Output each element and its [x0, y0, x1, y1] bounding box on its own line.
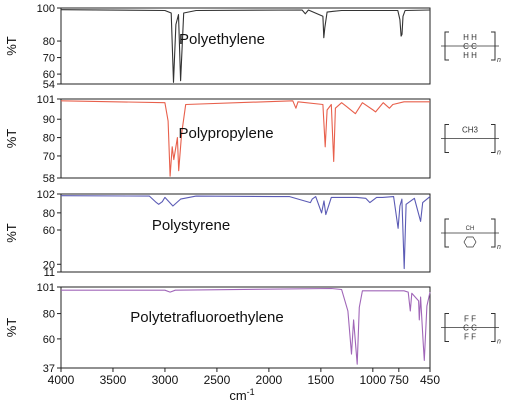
x-tick-label: 2000	[256, 373, 283, 387]
structure-chain-atoms: C C	[463, 324, 477, 333]
x-tick-label: 750	[389, 373, 409, 387]
structure-top-atoms: F F	[464, 315, 476, 324]
y-tick-label: 102	[37, 189, 55, 201]
x-axis: 4000 3500 3000 2500 2000 1500 1000 750 450	[48, 368, 440, 387]
structure-subscript: n	[497, 244, 501, 251]
y-tick-label: 11	[44, 267, 55, 279]
spectrum-line-polypropylene	[60, 100, 430, 177]
benzene-ring	[463, 236, 477, 248]
structure-top-atoms: H H	[463, 33, 477, 42]
y-tick-label: 60	[43, 334, 55, 346]
y-tick-label: 20	[43, 259, 55, 271]
structure-ch-label: CH	[466, 226, 475, 232]
y-tick-label: 90	[43, 114, 55, 126]
panel-frame	[60, 7, 431, 85]
structure-polypropylene: CH3 n	[441, 124, 501, 157]
y-tick-label: 101	[37, 94, 55, 106]
y-tick-label: 54	[43, 79, 55, 91]
panel-polytetrafluoroethylene: 37 60 80 101 %T Polytetrafluoroethylene C CF F…	[4, 282, 501, 375]
x-tick-label: 3000	[152, 373, 179, 387]
x-axis-label-exponent: -1	[247, 387, 255, 397]
y-axis-label: %T	[4, 36, 19, 56]
y-tick-label: 58	[43, 173, 55, 185]
panel-frame	[60, 98, 431, 179]
y-tick-label: 70	[43, 53, 55, 65]
spectrum-line-polytetrafluoroethylene	[61, 287, 431, 365]
y-tick-label: 37	[43, 363, 55, 375]
panel-frame	[60, 193, 431, 273]
structure-subscript: n	[497, 339, 501, 346]
y-tick-label: 80	[43, 133, 55, 145]
structure-bottom-atoms: H H	[463, 51, 477, 60]
y-tick-label: 60	[43, 69, 55, 81]
x-tick-label: 4000	[48, 373, 75, 387]
x-tick-label: 3500	[100, 373, 127, 387]
y-tick-label: 80	[43, 309, 55, 321]
panel-polypropylene: 58 70 80 90 101 %T Polypropylene CH3 n	[4, 94, 501, 185]
polymer-name-label: Polytetrafluoroethylene	[130, 309, 283, 326]
polymer-name-label: Polypropylene	[178, 125, 273, 142]
y-tick-label: 101	[37, 282, 55, 294]
structure-polytetrafluoroethylene: C CF F F F n	[441, 313, 501, 346]
x-tick-label: 450	[420, 373, 440, 387]
polymer-name-label: Polystyrene	[152, 217, 230, 234]
structure-bottom-atoms: F F	[464, 333, 476, 342]
y-tick-label: 100	[37, 3, 55, 15]
structure-polystyrene: CH n	[441, 218, 501, 251]
structure-subscript: n	[497, 57, 501, 64]
x-tick-label: 1000	[359, 373, 386, 387]
x-axis-label: cm-1	[229, 387, 254, 403]
spectrum-line-polystyrene	[60, 195, 431, 270]
x-tick-label: 2500	[204, 373, 231, 387]
structure-top-atoms: CH3	[462, 126, 479, 135]
structure-polyethylene: C CH H H H n	[441, 31, 501, 64]
y-axis-label: %T	[4, 318, 19, 338]
x-axis-label-unit: cm	[229, 388, 246, 403]
spectrum-line-polyethylene	[60, 9, 431, 83]
y-axis-label: %T	[4, 223, 19, 243]
y-tick-label: 80	[43, 36, 55, 48]
polymer-name-label: Polyethylene	[179, 31, 265, 48]
panel-frame	[60, 286, 431, 369]
y-tick-label: 80	[43, 208, 55, 220]
y-axis-label: %T	[4, 129, 19, 149]
y-tick-label: 60	[43, 225, 55, 237]
structure-subscript: n	[497, 150, 501, 157]
x-tick-label: 1500	[308, 373, 335, 387]
structure-chain-atoms: C C	[463, 42, 477, 51]
y-tick-label: 70	[43, 151, 55, 163]
